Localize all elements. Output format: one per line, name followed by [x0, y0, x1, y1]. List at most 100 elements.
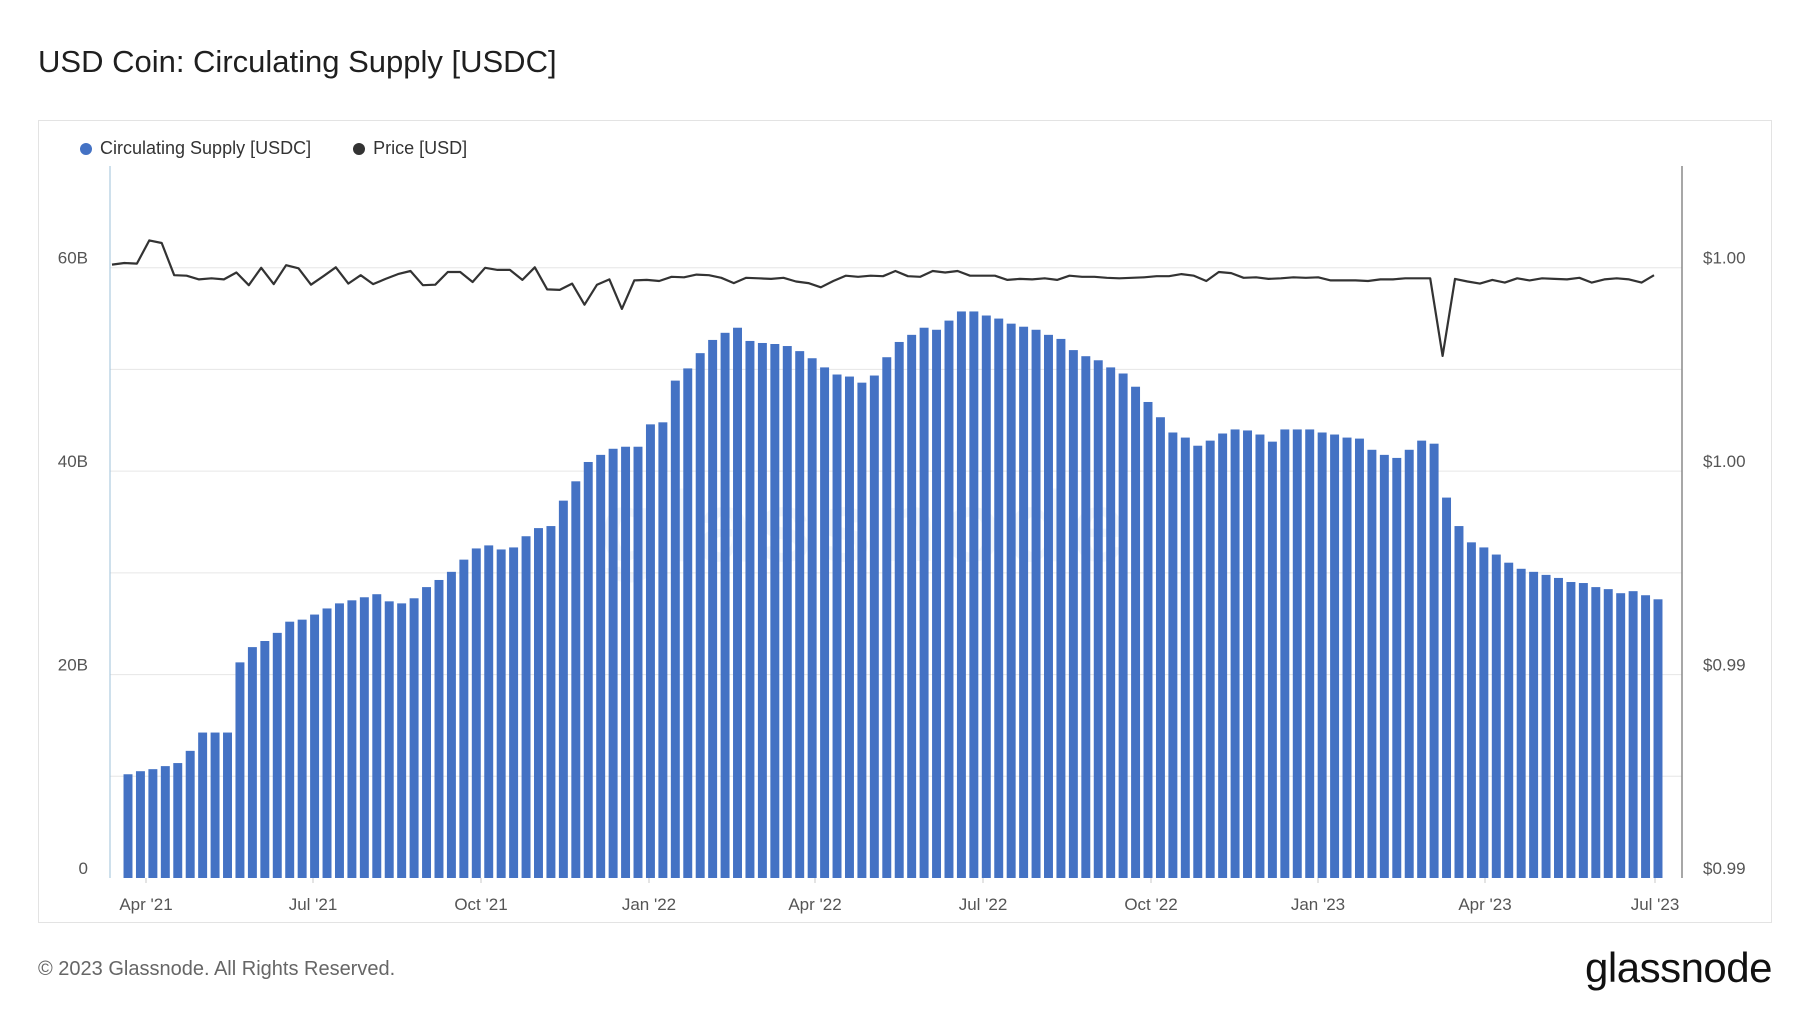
supply-bar	[645, 424, 655, 878]
legend-dot-supply	[80, 142, 92, 155]
supply-bar	[1653, 599, 1663, 878]
supply-bar	[198, 732, 208, 878]
supply-bar	[1143, 401, 1153, 878]
supply-bar	[1155, 417, 1165, 878]
supply-bar	[247, 647, 257, 878]
supply-bar	[1280, 429, 1290, 878]
supply-bar	[509, 547, 519, 878]
supply-bar	[1616, 593, 1626, 878]
supply-bar	[670, 380, 680, 878]
y-left-tick-label: 60B	[58, 249, 88, 268]
x-tick-label: Apr '23	[1458, 895, 1511, 914]
supply-bar	[285, 621, 295, 878]
supply-bar	[446, 571, 456, 878]
supply-bar	[1354, 438, 1364, 878]
legend-item-price[interactable]: Price [USD]	[353, 138, 467, 159]
supply-bar	[558, 500, 568, 878]
x-tick-label: Oct '21	[454, 895, 507, 914]
glassnode-logo: glassnode	[1585, 944, 1772, 991]
supply-bar	[1031, 329, 1041, 878]
supply-bar	[1491, 554, 1501, 878]
supply-bar	[521, 536, 531, 878]
chart-title: USD Coin: Circulating Supply [USDC]	[38, 44, 557, 79]
y-left-tick-label: 40B	[58, 452, 88, 471]
supply-bar	[882, 357, 892, 878]
supply-bar	[608, 448, 618, 878]
supply-bar	[1243, 430, 1252, 878]
supply-bar	[907, 334, 917, 878]
supply-bar	[1529, 571, 1539, 878]
supply-bar	[919, 327, 929, 878]
supply-bar	[1554, 577, 1563, 878]
supply-bar	[1255, 434, 1265, 878]
supply-bar	[844, 376, 854, 878]
supply-bar	[1317, 432, 1327, 878]
chart-panel	[38, 120, 1772, 923]
supply-bar	[708, 339, 718, 879]
x-tick-label: Jul '23	[1631, 895, 1680, 914]
supply-bar	[1454, 526, 1464, 878]
legend-dot-price	[353, 142, 366, 155]
supply-bar	[745, 340, 755, 878]
supply-bar	[1591, 587, 1601, 878]
supply-bar	[135, 771, 145, 878]
legend-item-supply[interactable]: Circulating Supply [USDC]	[80, 138, 311, 159]
supply-bar	[1093, 360, 1103, 878]
supply-bar	[1106, 367, 1116, 878]
supply-bar	[422, 587, 432, 878]
supply-bar	[832, 374, 842, 878]
supply-bar	[1379, 454, 1389, 878]
supply-bar	[1516, 568, 1526, 878]
supply-bar	[173, 763, 183, 878]
supply-bar	[297, 619, 307, 878]
supply-bar	[334, 603, 344, 878]
supply-bar	[894, 341, 904, 879]
supply-bar	[1392, 457, 1402, 878]
supply-bar	[1081, 356, 1091, 879]
supply-bar	[683, 368, 693, 878]
supply-bar	[1466, 542, 1476, 878]
supply-bar	[1006, 323, 1016, 879]
supply-bar	[160, 766, 170, 878]
supply-bar	[944, 320, 954, 878]
supply-bar	[496, 549, 506, 878]
supply-bar	[621, 446, 631, 878]
supply-bar	[1342, 437, 1352, 878]
x-tick-label: Apr '22	[788, 895, 841, 914]
supply-bar	[1429, 443, 1439, 878]
y-right-tick-label: $1.00	[1703, 452, 1746, 471]
supply-bar	[1305, 429, 1315, 878]
supply-bar	[322, 608, 332, 878]
supply-bar	[1068, 350, 1078, 878]
supply-bar	[695, 353, 705, 878]
supply-bar	[409, 598, 419, 878]
x-tick-label: Jan '23	[1291, 895, 1345, 914]
x-tick-label: Oct '22	[1124, 895, 1177, 914]
supply-bar	[484, 545, 494, 878]
supply-bar	[1230, 429, 1240, 878]
y-left-tick-label: 0	[79, 859, 88, 878]
supply-bar	[235, 662, 245, 878]
supply-bar	[571, 481, 581, 878]
x-tick-label: Jul '22	[959, 895, 1008, 914]
supply-bar	[372, 594, 382, 878]
supply-bar	[1641, 595, 1651, 878]
supply-bar	[1180, 437, 1190, 878]
supply-bar	[658, 422, 668, 878]
supply-bar	[857, 382, 867, 878]
supply-bar	[347, 600, 357, 878]
x-tick-label: Jul '21	[289, 895, 338, 914]
supply-bar	[272, 632, 282, 878]
supply-bar	[1578, 583, 1588, 878]
supply-bar	[1056, 338, 1066, 878]
y-right-tick-label: $0.99	[1703, 656, 1746, 675]
supply-bar	[1044, 334, 1053, 878]
supply-bar	[1504, 562, 1514, 878]
supply-bar	[1367, 449, 1377, 878]
supply-bar	[185, 750, 195, 878]
supply-bar	[1330, 434, 1340, 878]
supply-bar	[1267, 441, 1277, 878]
x-tick-label: Apr '21	[119, 895, 172, 914]
supply-bar	[359, 597, 369, 878]
